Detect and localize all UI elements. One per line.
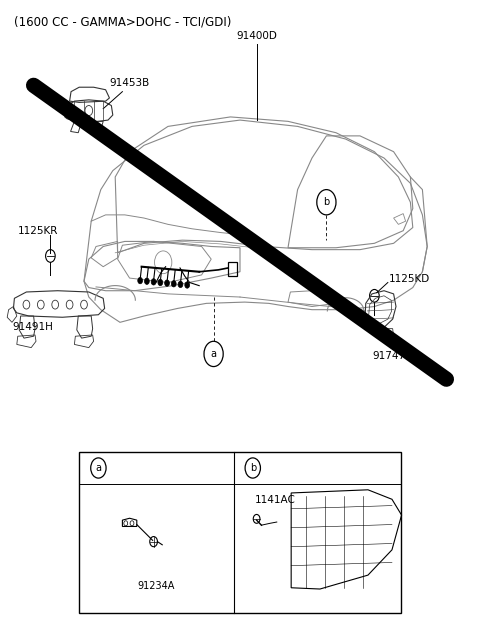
Circle shape bbox=[165, 280, 169, 286]
Circle shape bbox=[171, 281, 176, 287]
Text: a: a bbox=[96, 463, 101, 473]
Text: 91234A: 91234A bbox=[138, 581, 175, 592]
Text: 1125KR: 1125KR bbox=[18, 226, 59, 236]
Bar bbox=[79, 452, 401, 613]
Text: (1600 CC - GAMMA>DOHC - TCI/GDI): (1600 CC - GAMMA>DOHC - TCI/GDI) bbox=[14, 16, 232, 29]
Text: b: b bbox=[250, 463, 256, 473]
Circle shape bbox=[138, 277, 143, 284]
Circle shape bbox=[158, 279, 163, 286]
Circle shape bbox=[204, 341, 223, 367]
Circle shape bbox=[144, 278, 149, 284]
Text: 91491H: 91491H bbox=[12, 322, 53, 332]
Text: 91400D: 91400D bbox=[236, 31, 277, 41]
Circle shape bbox=[245, 458, 261, 478]
Text: 1125KD: 1125KD bbox=[389, 274, 430, 284]
Text: 91453B: 91453B bbox=[109, 78, 150, 88]
Circle shape bbox=[178, 281, 183, 288]
Circle shape bbox=[185, 282, 190, 288]
Text: 1141AC: 1141AC bbox=[255, 495, 296, 506]
Circle shape bbox=[91, 458, 106, 478]
Text: a: a bbox=[211, 349, 216, 359]
Text: b: b bbox=[323, 197, 330, 207]
Text: 91747: 91747 bbox=[372, 351, 405, 362]
Bar bbox=[228, 262, 237, 276]
Circle shape bbox=[317, 190, 336, 215]
Circle shape bbox=[151, 279, 156, 285]
